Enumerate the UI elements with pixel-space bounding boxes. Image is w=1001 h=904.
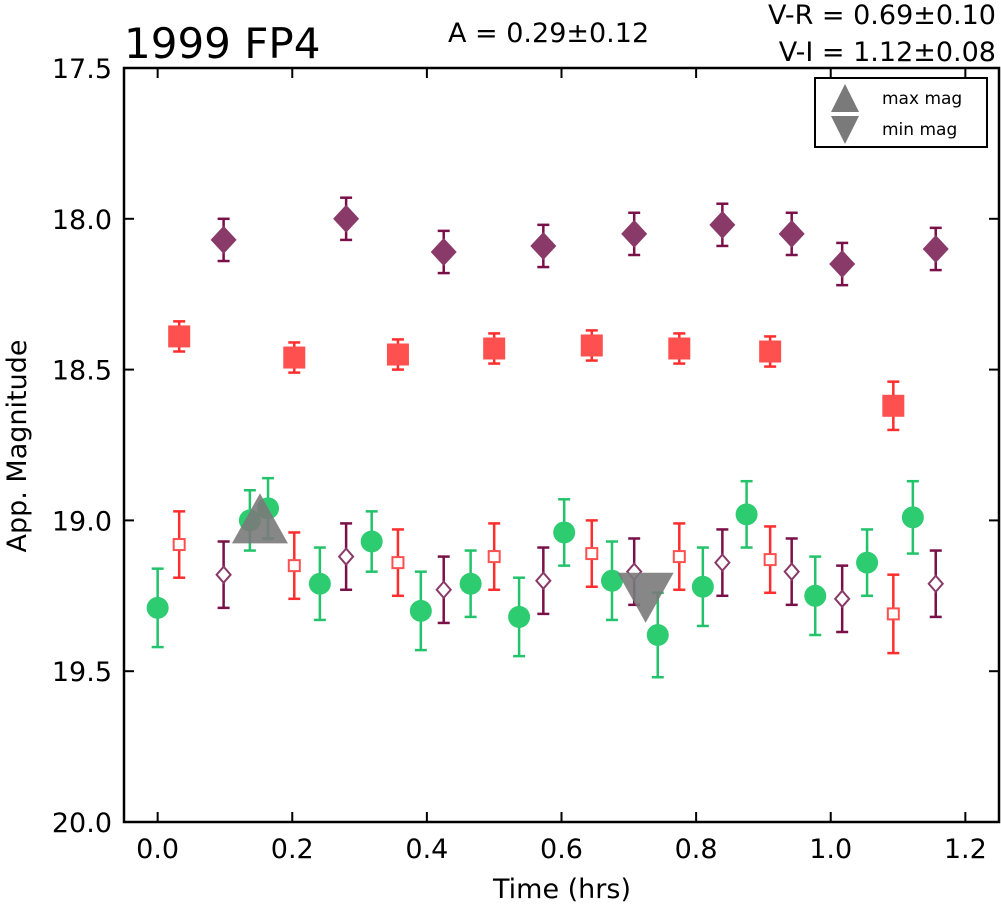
- y-axis-label: App. Magnitude: [2, 340, 33, 553]
- data-point-square: [483, 337, 506, 360]
- data-point-square-open: [287, 559, 301, 573]
- y-tick-label: 20.0: [52, 808, 112, 839]
- series-square-filled: [168, 320, 905, 432]
- x-tick-label: 0.0: [136, 834, 179, 865]
- y-tick-label: 18.0: [52, 205, 112, 236]
- data-point-circle: [508, 605, 531, 628]
- series-diamond-filled: [210, 196, 949, 287]
- series-square-open: [172, 510, 900, 655]
- data-point-diamond: [922, 234, 949, 263]
- data-point-diamond: [530, 231, 557, 260]
- data-point-square-open: [487, 550, 501, 564]
- data-point-circle: [646, 624, 669, 647]
- data-point-square-open: [672, 550, 686, 564]
- data-point-circle: [691, 575, 714, 598]
- data-point-square-open: [172, 538, 186, 552]
- data-point-diamond-open: [337, 547, 355, 567]
- data-point-square: [668, 337, 691, 360]
- y-tick-label: 17.5: [52, 54, 112, 85]
- data-point-diamond: [829, 250, 856, 279]
- data-point-square-open: [763, 553, 777, 567]
- data-point-diamond-open: [215, 565, 232, 585]
- data-point-diamond: [778, 219, 805, 248]
- data-point-circle: [409, 599, 432, 622]
- x-tick-label: 0.4: [405, 834, 448, 865]
- data-marks: [146, 196, 949, 679]
- x-tick-label: 1.2: [944, 834, 987, 865]
- data-point-circle: [856, 551, 879, 574]
- x-tick-label: 1.0: [809, 834, 852, 865]
- data-point-diamond: [621, 219, 648, 248]
- x-tick-label: 0.8: [675, 834, 718, 865]
- data-point-square: [168, 325, 191, 348]
- data-point-diamond-open: [435, 580, 453, 600]
- axes: 0.0 0.2 0.4 0.6 0.8 1.0 1.2 17.5 18.0 18.5 19.0 19.…: [52, 54, 1001, 865]
- data-point-square: [283, 346, 306, 369]
- x-axis-label: Time (hrs): [492, 874, 631, 904]
- x-tick-label: 0.2: [271, 834, 314, 865]
- y-tick-label: 18.5: [52, 356, 112, 387]
- plot-frame: [122, 66, 1001, 824]
- data-point-diamond-open: [714, 553, 731, 573]
- min-mag-marker: [617, 572, 674, 623]
- data-point-diamond-open: [833, 589, 851, 609]
- vi-color-annotation: V-I = 1.12±0.08: [779, 37, 996, 68]
- extrema-markers: [231, 493, 674, 623]
- y-tick-label: 19.5: [52, 657, 112, 688]
- data-point-square-open: [886, 607, 900, 621]
- legend-min-mag-label: min mag: [882, 120, 957, 140]
- data-point-circle: [360, 530, 383, 553]
- data-point-square-open: [585, 547, 599, 561]
- data-point-circle: [459, 572, 482, 595]
- data-point-square-open: [391, 556, 405, 570]
- data-point-circle: [600, 569, 623, 592]
- chart-title: 1999 FP4: [124, 19, 320, 68]
- data-point-circle: [735, 503, 758, 526]
- data-point-diamond: [210, 225, 237, 254]
- legend-min-mag-marker: [831, 116, 859, 144]
- max-mag-marker: [231, 493, 288, 544]
- data-point-circle: [553, 521, 576, 544]
- data-point-square: [759, 340, 782, 363]
- amplitude-annotation: A = 0.29±0.12: [448, 18, 649, 49]
- data-point-circle: [146, 596, 169, 619]
- data-point-diamond-open: [534, 571, 552, 591]
- data-point-square: [386, 343, 409, 366]
- data-point-square: [882, 394, 905, 417]
- x-tick-label: 0.6: [540, 834, 583, 865]
- y-tick-label: 19.0: [52, 506, 112, 537]
- legend-max-mag-label: max mag: [882, 89, 962, 109]
- legend: max mag min mag: [814, 77, 988, 148]
- vr-color-annotation: V-R = 0.69±0.10: [768, 0, 996, 31]
- data-point-diamond: [430, 237, 457, 266]
- data-point-square: [580, 334, 603, 357]
- data-point-diamond-open: [783, 562, 801, 582]
- data-point-circle: [901, 506, 924, 529]
- data-point-diamond: [333, 204, 360, 233]
- data-point-diamond-open: [927, 574, 945, 594]
- data-point-diamond: [709, 210, 736, 239]
- legend-max-mag-marker: [831, 84, 859, 112]
- data-point-circle: [308, 572, 331, 595]
- data-point-circle: [804, 584, 827, 607]
